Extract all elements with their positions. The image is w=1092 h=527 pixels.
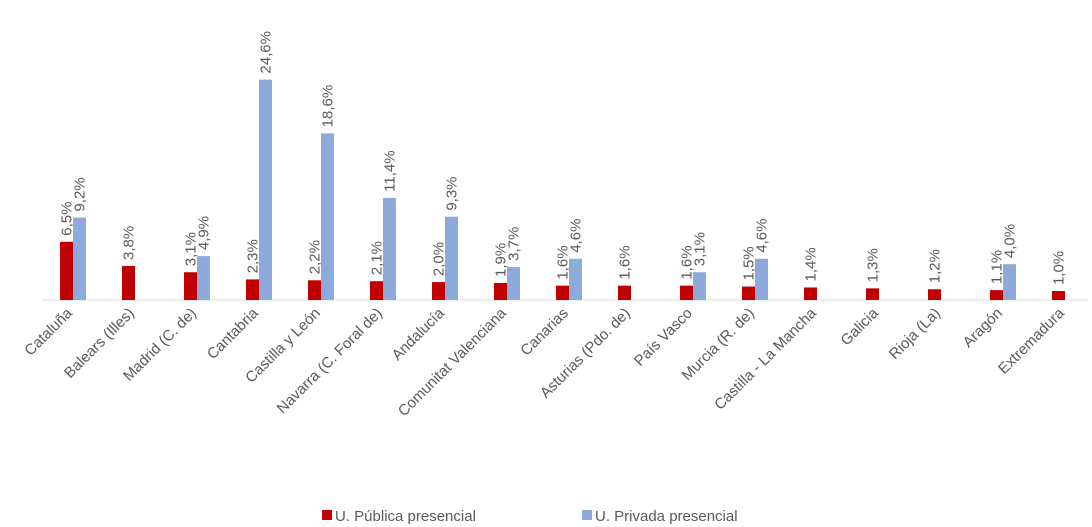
bar <box>990 290 1003 300</box>
data-label: 1,6% <box>679 245 696 279</box>
x-tick-label: Extremadura <box>995 304 1068 377</box>
x-tick-label: Cantabria <box>204 304 262 362</box>
bar <box>693 272 706 300</box>
data-label: 2,1% <box>369 241 386 275</box>
data-label: 1,6% <box>617 245 634 279</box>
bar <box>742 286 755 300</box>
bar <box>321 133 334 300</box>
bar <box>494 282 507 300</box>
data-label: 1,0% <box>1051 251 1068 285</box>
bar <box>680 285 693 300</box>
bar <box>1003 264 1016 300</box>
data-label: 1,5% <box>741 246 758 280</box>
data-label: 4,0% <box>1002 224 1019 258</box>
data-label: 1,6% <box>555 245 572 279</box>
bar <box>308 280 321 300</box>
x-tick-label: País Vasco <box>631 305 696 370</box>
data-label: 1,2% <box>927 249 944 283</box>
bar <box>755 258 768 300</box>
bar <box>246 279 259 300</box>
data-label: 18,6% <box>320 85 337 128</box>
data-label: 4,9% <box>196 216 213 250</box>
data-label: 1,9% <box>493 243 510 277</box>
bar <box>383 197 396 300</box>
bar <box>259 79 272 300</box>
data-label: 9,3% <box>444 176 461 210</box>
data-label: 2,2% <box>307 240 324 274</box>
bar <box>445 216 458 300</box>
x-tick-label: Rioja (La) <box>886 305 944 363</box>
bar <box>866 288 879 300</box>
x-tick-label: Galicia <box>837 304 882 349</box>
bar <box>73 217 86 300</box>
bar <box>618 285 631 300</box>
bar <box>184 272 197 300</box>
x-tick-label: Cataluña <box>21 304 76 359</box>
data-label: 2,0% <box>431 242 448 276</box>
data-label: 3,1% <box>692 232 709 266</box>
x-tick-label: Canarias <box>517 305 571 359</box>
data-label: 2,3% <box>245 239 262 273</box>
legend-swatch <box>582 510 592 520</box>
x-tick-label: Castilla - La Mancha <box>711 304 820 413</box>
x-tick-label: Navarra (C. Foral de) <box>274 305 386 417</box>
x-tick-label: Aragón <box>960 305 1006 351</box>
data-label: 3,7% <box>506 227 523 261</box>
legend-label: U. Privada presencial <box>595 508 738 525</box>
bar <box>569 258 582 300</box>
data-label: 3,8% <box>121 226 138 260</box>
bar <box>928 289 941 300</box>
x-tick-label: Andalucía <box>389 304 449 364</box>
bar <box>1052 291 1065 300</box>
legend-swatch <box>322 510 332 520</box>
bar <box>60 241 73 300</box>
data-label: 4,6% <box>568 219 585 253</box>
bar <box>507 266 520 300</box>
bar <box>432 282 445 300</box>
data-label: 3,1% <box>183 232 200 266</box>
data-label: 1,4% <box>803 247 820 281</box>
data-label: 11,4% <box>382 150 399 191</box>
bar <box>197 256 210 300</box>
data-label: 4,6% <box>754 219 771 253</box>
data-label: 6,5% <box>59 202 76 236</box>
x-tick-label: Comunitat Valenciana <box>395 304 510 419</box>
data-label: 24,6% <box>258 31 275 74</box>
data-label: 1,3% <box>865 248 882 282</box>
bar <box>122 265 135 300</box>
bar <box>556 285 569 300</box>
data-label: 9,2% <box>72 177 89 211</box>
bar <box>370 281 383 300</box>
bar <box>804 287 817 300</box>
data-label: 1,1% <box>989 250 1006 284</box>
legend-label: U. Pública presencial <box>335 508 476 525</box>
